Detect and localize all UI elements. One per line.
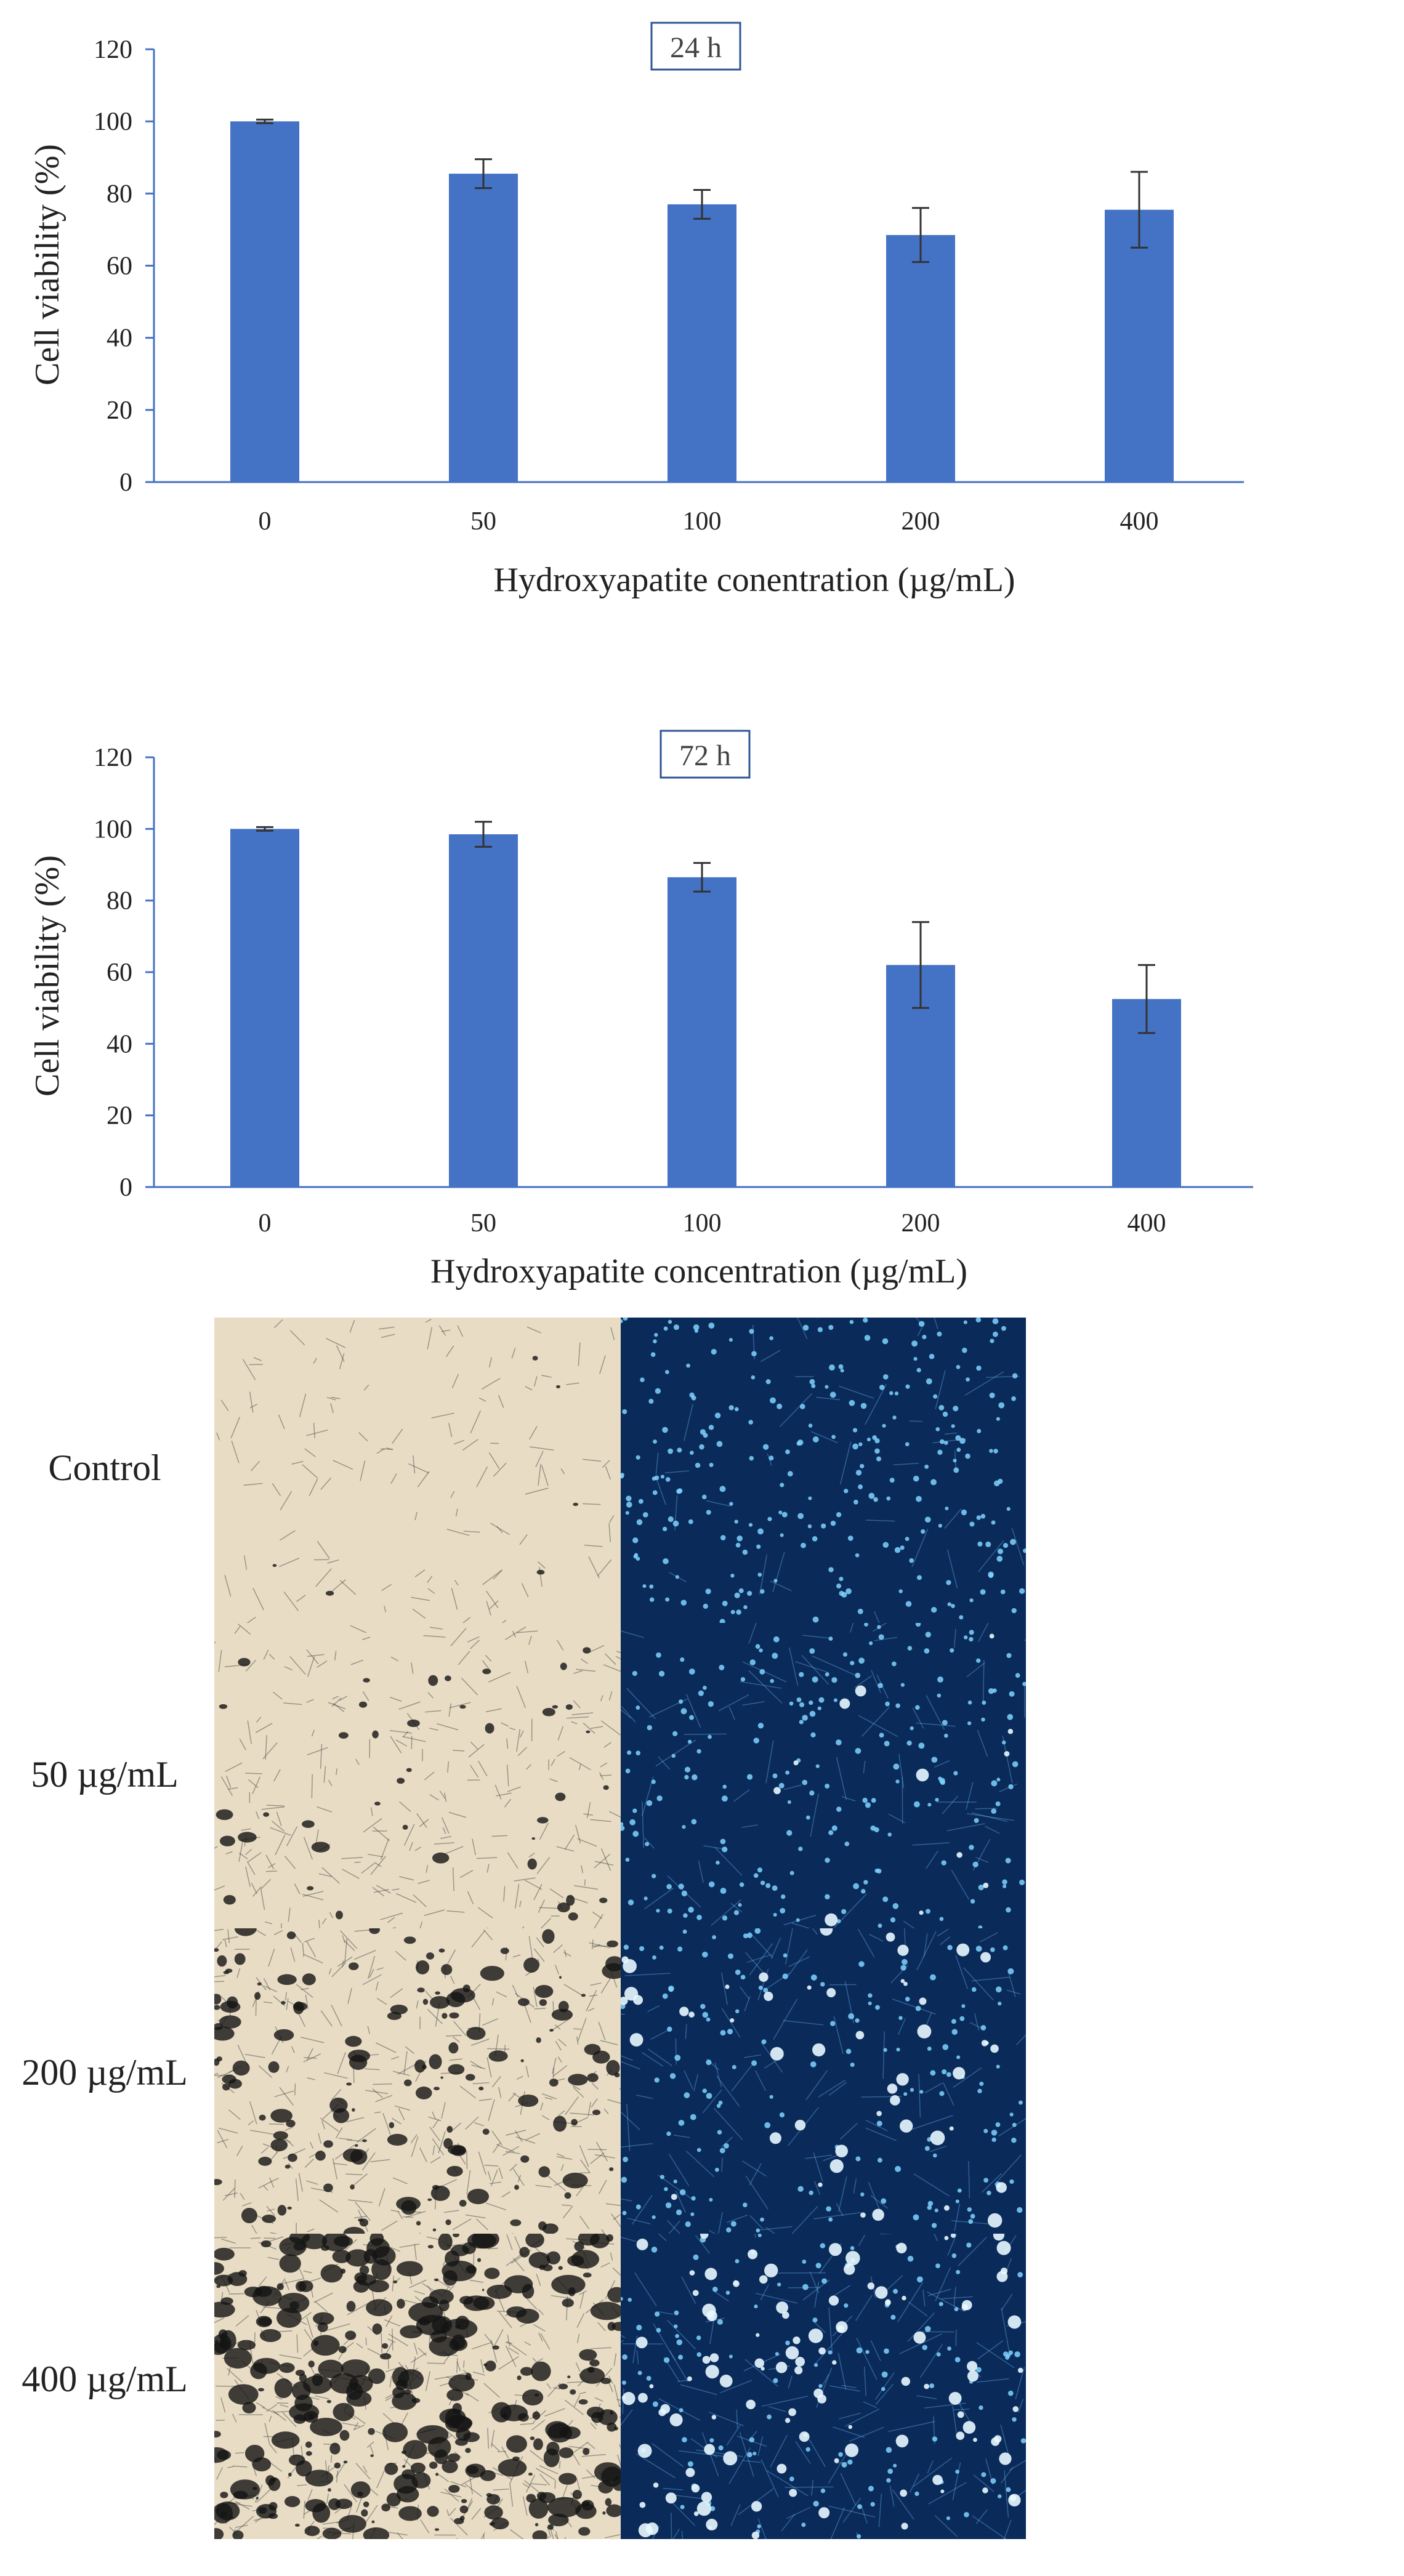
y-tick-label: 40 — [107, 324, 132, 353]
x-axis-label: Hydroxyapatite concentration (µg/mL) — [430, 1252, 967, 1290]
y-tick-label: 20 — [107, 396, 132, 425]
error-bar-0 — [256, 826, 273, 832]
bar-0 — [230, 121, 299, 482]
y-tick-label: 100 — [94, 815, 132, 843]
y-tick-label: 100 — [94, 108, 132, 136]
x-tick-label: 0 — [259, 1209, 272, 1238]
fluorescence-image-50 — [621, 1623, 1026, 1928]
error-bar-200 — [912, 921, 929, 1009]
bar-100 — [668, 877, 736, 1187]
viability-chart-72h: 0 20 40 60 80 100 120 0 50 100 200 400 72 h Hydroxyap… — [28, 730, 1253, 1290]
row-label-control: Control — [48, 1447, 161, 1488]
error-bar-50 — [475, 821, 492, 848]
y-tick-label: 120 — [94, 744, 132, 772]
error-bar-100 — [693, 862, 711, 893]
y-tick-label: 0 — [119, 1173, 132, 1202]
y-tick-label: 60 — [107, 959, 132, 987]
chart-title: 24 h — [650, 22, 741, 71]
error-bar-50 — [475, 158, 492, 190]
x-axis-label: Hydroxyapatite conentration (µg/mL) — [493, 561, 1015, 599]
brightfield-image-400 — [214, 2234, 621, 2539]
brightfield-image-50 — [214, 1623, 621, 1928]
bar-200 — [886, 235, 955, 482]
x-tick-label: 200 — [902, 1209, 940, 1238]
x-tick-label: 0 — [259, 507, 272, 536]
y-axis-label: Cell viability (%) — [28, 855, 67, 1097]
y-tick-label: 120 — [94, 36, 132, 64]
error-bar-400 — [1138, 964, 1155, 1034]
error-bar-400 — [1131, 171, 1148, 249]
error-bar-100 — [693, 188, 711, 220]
row-label-400: 400 µg/mL — [22, 2359, 188, 2399]
fluorescence-image-control — [621, 1318, 1026, 1623]
brightfield-image-200 — [214, 1928, 621, 2234]
bar-100 — [668, 204, 736, 482]
error-bar-200 — [912, 207, 929, 264]
row-label-50: 50 µg/mL — [31, 1754, 179, 1795]
fluorescence-image-400 — [621, 2234, 1026, 2539]
x-tick-label: 100 — [683, 507, 722, 536]
y-tick-label: 40 — [107, 1030, 132, 1058]
bar-50 — [449, 834, 518, 1187]
x-tick-label: 200 — [902, 507, 940, 536]
brightfield-image-control — [214, 1318, 621, 1623]
y-axis-label: Cell viability (%) — [28, 144, 67, 385]
y-tick-label: 80 — [107, 180, 132, 208]
viability-chart-24h: 0 20 40 60 80 100 120 0 50 100 200 400 24 h Hydroxyap… — [28, 22, 1244, 599]
bar-400 — [1105, 209, 1174, 482]
y-tick-label: 80 — [107, 887, 132, 916]
x-tick-label: 100 — [683, 1209, 722, 1238]
bar-50 — [449, 174, 518, 482]
bar-0 — [230, 829, 299, 1187]
row-label-200: 200 µg/mL — [22, 2052, 188, 2093]
error-bar-0 — [256, 118, 273, 124]
y-tick-label: 60 — [107, 252, 132, 281]
x-tick-label: 400 — [1120, 507, 1159, 536]
fluorescence-image-200 — [621, 1928, 1026, 2234]
chart-title-text: 24 h — [670, 31, 722, 64]
y-tick-label: 0 — [119, 469, 132, 497]
y-tick-label: 20 — [107, 1102, 132, 1130]
chart-title: 72 h — [660, 730, 751, 779]
x-tick-label: 50 — [470, 507, 496, 536]
chart-title-text: 72 h — [679, 739, 731, 772]
x-tick-label: 400 — [1128, 1209, 1166, 1238]
x-tick-label: 50 — [470, 1209, 496, 1238]
